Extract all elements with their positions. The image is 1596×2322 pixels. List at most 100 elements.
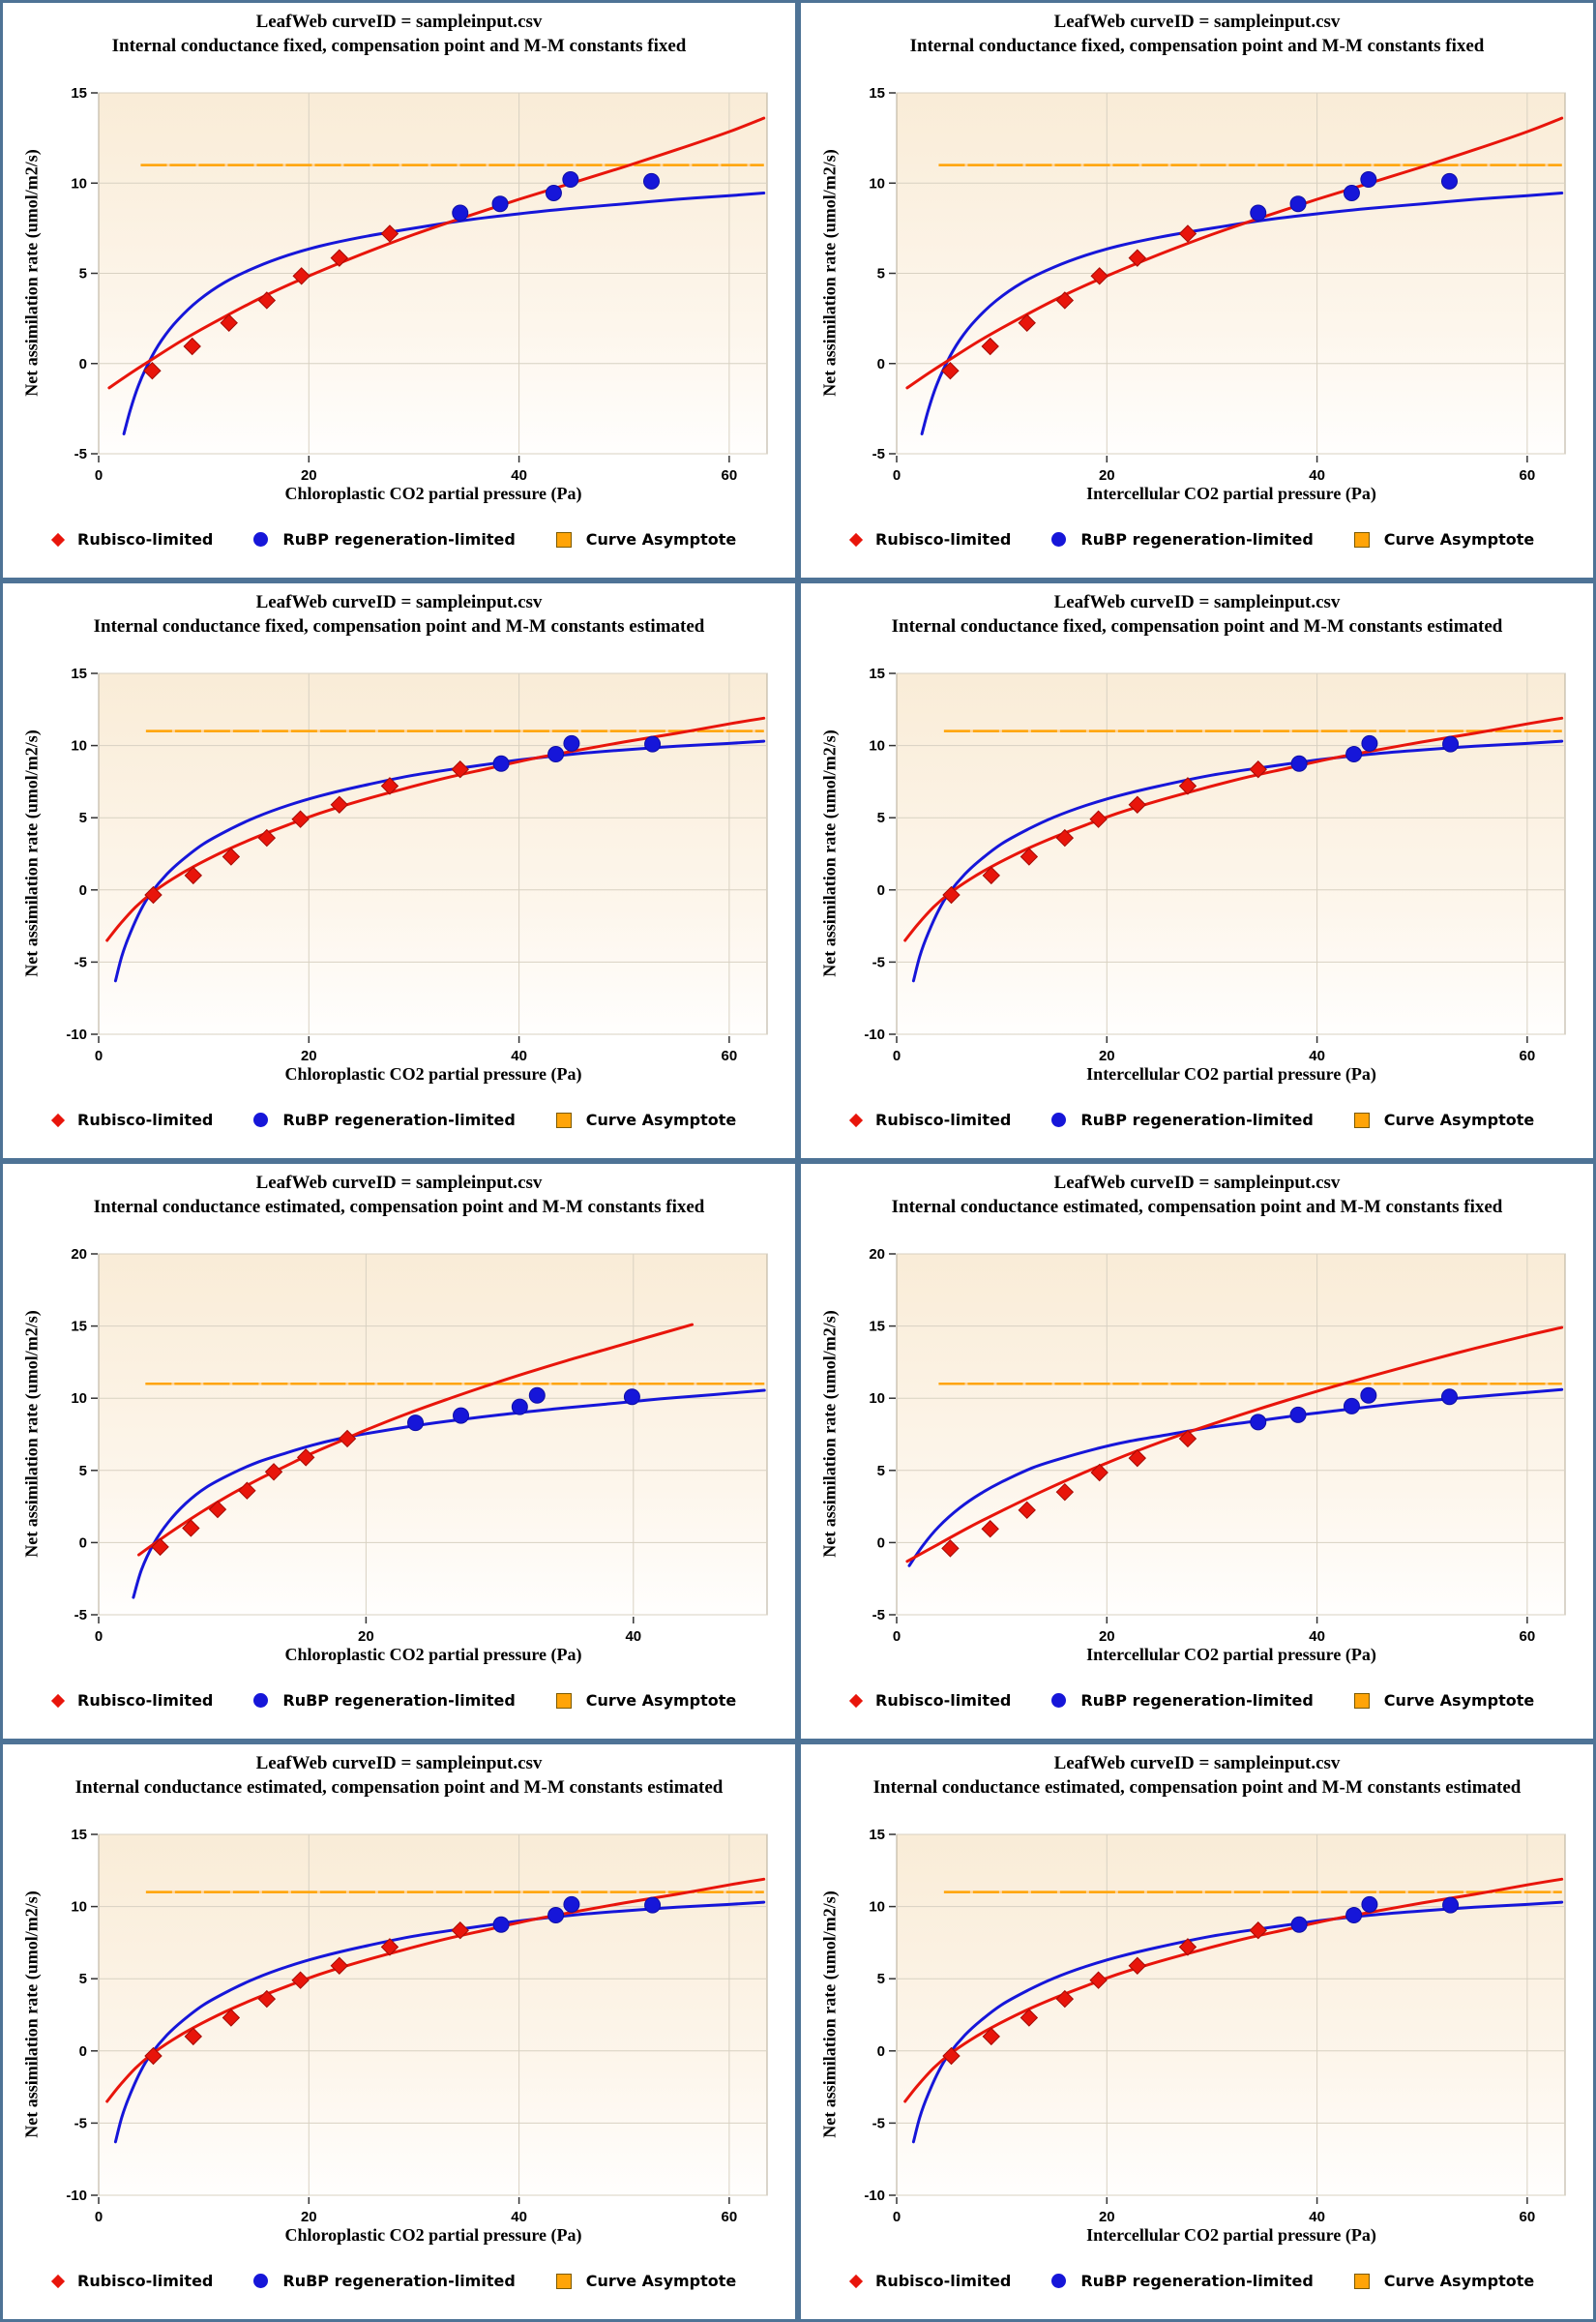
rubisco-point (222, 848, 241, 866)
legend-item-rubp: RuBP regeneration-limited (1051, 1111, 1314, 1129)
rubp-point (1361, 1895, 1378, 1913)
rubisco-points (143, 224, 399, 380)
rubisco-point (380, 224, 399, 243)
chart-subtitle: Internal conductance fixed, compensation… (93, 616, 705, 637)
circle-marker-icon (1051, 2274, 1067, 2288)
y-tick-label: 5 (877, 266, 885, 283)
chart-title: LeafWeb curveID = sampleinput.csv (1053, 592, 1341, 612)
x-axis-label: Intercellular CO2 partial pressure (Pa) (1086, 1064, 1376, 1084)
y-tick-label: 5 (79, 266, 87, 283)
rubp-point (1442, 1896, 1460, 1914)
circle-marker-icon (253, 2274, 269, 2288)
rubp-curve (132, 1388, 766, 1599)
rubisco-point (238, 1481, 256, 1500)
rubp-point (1345, 1907, 1363, 1924)
legend-item-rubisco: Rubisco-limited (50, 1111, 213, 1129)
y-tick-label: 0 (877, 882, 885, 899)
legend-item-rubisco: Rubisco-limited (50, 1691, 214, 1710)
x-tick-label: 60 (722, 1048, 738, 1062)
rubp-point (511, 1398, 528, 1415)
legend-item-rubisco: Rubisco-limited (848, 530, 1011, 549)
legend-label: Curve Asymptote (1383, 530, 1535, 549)
x-tick-label: 0 (893, 1628, 901, 1643)
legend-item-rubp: RuBP regeneration-limited (253, 1111, 516, 1129)
diamond-marker-icon (848, 1113, 864, 1127)
square-marker-icon (555, 1112, 572, 1128)
rubp-point (491, 195, 509, 213)
legend-item-asymptote: Curve Asymptote (1353, 1111, 1534, 1129)
rubisco-point (1249, 1921, 1267, 1940)
legend-label: RuBP regeneration-limited (282, 530, 516, 549)
plot-area: -10 -5 0 5 10 15 0 20 40 60 (864, 666, 1566, 1062)
rubisco-point (222, 2009, 241, 2027)
y-tick-label: 0 (79, 882, 87, 899)
rubp-point (623, 1388, 640, 1406)
rubp-point (407, 1414, 425, 1432)
legend-label: RuBP regeneration-limited (282, 1691, 516, 1710)
diamond-marker-icon (848, 2274, 864, 2288)
rubisco-point (1249, 760, 1267, 779)
axis-ticks: -10 -5 0 5 10 15 0 20 40 60 (864, 1827, 1535, 2223)
rubp-point (1290, 1916, 1308, 1933)
rubisco-point (184, 2027, 202, 2046)
rubisco-points (942, 1921, 1267, 2066)
y-tick-label: 10 (869, 1390, 885, 1407)
rubisco-point (1128, 1956, 1147, 1975)
x-axis-label: Chloroplastic CO2 partial pressure (Pa) (284, 1645, 582, 1664)
x-tick-label: 60 (722, 2209, 738, 2223)
x-tick-label: 60 (722, 467, 738, 482)
rubisco-point (143, 362, 162, 380)
square-marker-icon (1353, 531, 1370, 548)
rubisco-points (942, 760, 1267, 905)
y-tick-label: 5 (877, 1463, 885, 1479)
axis-ticks: -10 -5 0 5 10 15 0 20 40 60 (66, 1827, 737, 2223)
y-tick-label: 15 (869, 666, 885, 682)
legend-item-asymptote: Curve Asymptote (1353, 2272, 1534, 2290)
x-tick-label: 20 (301, 2209, 317, 2223)
y-axis-label: Net assimilation rate (umol/m2/s) (819, 1310, 840, 1558)
plot-area: -5 0 5 10 15 20 0 20 40 60 (869, 1246, 1566, 1643)
chart-panel-5: LeafWeb curveID = sampleinput.csv Intern… (0, 1161, 798, 1742)
rubisco-point (220, 313, 238, 332)
x-tick-label: 40 (511, 1048, 527, 1062)
x-tick-label: 20 (1099, 1048, 1115, 1062)
rubisco-point (1018, 313, 1036, 332)
rubisco-point (1018, 1501, 1036, 1520)
y-tick-label: 0 (877, 1534, 885, 1551)
rubp-points (492, 1895, 662, 1933)
gridlines (99, 672, 767, 1035)
legend: Rubisco-limited RuBP regeneration-limite… (848, 530, 1535, 549)
rubp-points (1290, 734, 1460, 772)
plot-series (107, 116, 766, 435)
diamond-marker-icon (50, 1693, 66, 1708)
rubisco-point (144, 885, 163, 905)
rubp-points (407, 1386, 640, 1432)
rubisco-point (380, 1938, 399, 1956)
rubp-point (644, 735, 662, 753)
x-tick-label: 40 (1309, 1628, 1325, 1643)
rubp-point (1361, 734, 1378, 752)
plot-background (98, 672, 768, 1035)
legend: Rubisco-limited RuBP regeneration-limite… (848, 1691, 1534, 1710)
legend-label: RuBP regeneration-limited (282, 1111, 516, 1129)
y-tick-label: 0 (877, 2043, 885, 2060)
rubp-points (452, 171, 660, 222)
legend-item-rubisco: Rubisco-limited (848, 2272, 1012, 2290)
chart-title: LeafWeb curveID = sampleinput.csv (1053, 12, 1341, 32)
y-axis-label: Net assimilation rate (umol/m2/s) (819, 729, 840, 977)
y-tick-label: 5 (877, 1971, 885, 1987)
legend: Rubisco-limited RuBP regeneration-limite… (848, 1111, 1534, 1129)
rubp-curve (113, 739, 766, 983)
rubisco-point (257, 1989, 277, 2009)
legend-label: Rubisco-limited (875, 2272, 1012, 2290)
rubp-point (563, 1895, 580, 1913)
circle-marker-icon (1051, 1113, 1067, 1127)
axis-ticks: -10 -5 0 5 10 15 0 20 40 60 (864, 666, 1535, 1062)
x-tick-label: 20 (301, 467, 317, 482)
x-tick-label: 40 (1309, 2209, 1325, 2223)
legend-label: Rubisco-limited (77, 2272, 214, 2290)
y-tick-label: -5 (872, 954, 885, 970)
rubisco-point (981, 337, 999, 356)
legend-label: Rubisco-limited (77, 1691, 214, 1710)
y-tick-label: 10 (869, 175, 885, 192)
